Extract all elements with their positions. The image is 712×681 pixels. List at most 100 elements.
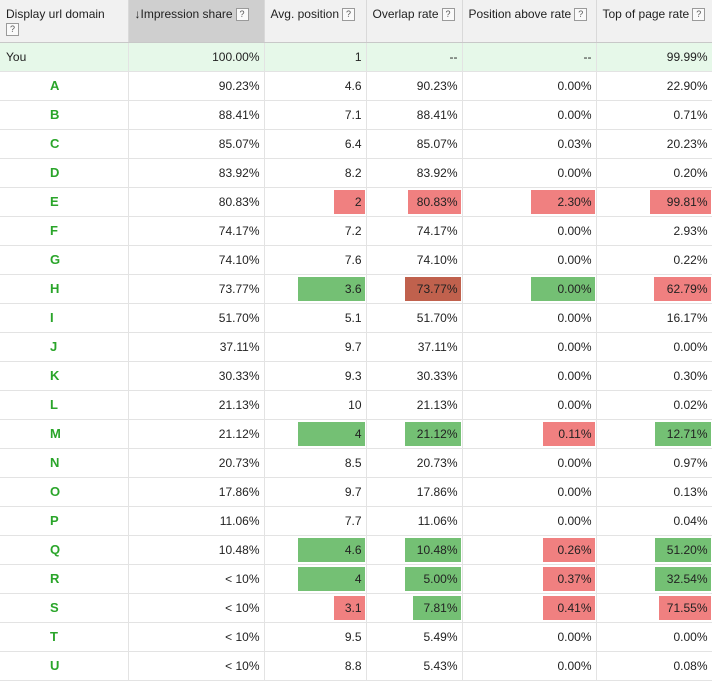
- cell-overlap: 51.70%: [366, 303, 463, 333]
- cell-value: 0.00%: [673, 339, 708, 354]
- cell-above: 2.30%: [462, 187, 597, 217]
- cell-overlap: 83.92%: [366, 158, 463, 188]
- cell-value: 83.92%: [218, 165, 260, 180]
- table-row: N 20.73% 8.5 20.73% 0.00% 0.97%: [0, 448, 712, 478]
- col-header-domain[interactable]: Display url domain?: [0, 0, 129, 43]
- cell-domain: I: [0, 303, 129, 333]
- cell-value: 22.90%: [666, 78, 708, 93]
- cell-above: 0.00%: [462, 448, 597, 478]
- cell-avg: 7.7: [264, 506, 367, 536]
- cell-impression: 30.33%: [128, 361, 265, 391]
- cell-impression: 37.11%: [128, 332, 265, 362]
- cell-domain: S: [0, 593, 129, 623]
- cell-value: 9.3: [344, 368, 362, 383]
- cell-domain: F: [0, 216, 129, 246]
- help-icon[interactable]: ?: [342, 8, 355, 21]
- cell-avg: 9.7: [264, 477, 367, 507]
- cell-avg: 8.5: [264, 448, 367, 478]
- cell-avg: 7.2: [264, 216, 367, 246]
- col-header-impression-share[interactable]: ↓Impression share?: [128, 0, 265, 43]
- cell-top: 51.20%: [596, 535, 712, 565]
- highlight-bar: [530, 189, 595, 214]
- col-label: Top of page rate: [602, 7, 690, 21]
- cell-above: 0.00%: [462, 390, 597, 420]
- cell-value: 0.00%: [557, 455, 592, 470]
- cell-value: 4: [354, 426, 362, 441]
- cell-value: 0.97%: [673, 455, 708, 470]
- cell-value: 5.43%: [423, 658, 458, 673]
- help-icon[interactable]: ?: [441, 8, 455, 21]
- cell-value: D: [50, 165, 60, 180]
- cell-value: 100.00%: [212, 49, 260, 64]
- cell-domain: A: [0, 71, 129, 101]
- help-icon[interactable]: ?: [6, 23, 19, 36]
- table-row: R < 10% 4 5.00% 0.37% 32.54%: [0, 564, 712, 594]
- highlight-bar: [297, 537, 365, 562]
- table-row: T < 10% 9.5 5.49% 0.00% 0.00%: [0, 622, 712, 652]
- cell-value: 8.5: [344, 455, 362, 470]
- cell-impression: 21.13%: [128, 390, 265, 420]
- cell-domain: T: [0, 622, 129, 652]
- table-row: G 74.10% 7.6 74.10% 0.00% 0.22%: [0, 245, 712, 275]
- cell-domain: M: [0, 419, 129, 449]
- cell-avg: 1: [264, 42, 367, 72]
- cell-top: 0.71%: [596, 100, 712, 130]
- cell-value: 20.73%: [416, 455, 458, 470]
- col-header-avg-position[interactable]: Avg. position?: [264, 0, 367, 43]
- highlight-bar: [654, 276, 711, 301]
- highlight-bar: [542, 537, 595, 562]
- help-icon[interactable]: ?: [692, 8, 706, 21]
- help-icon[interactable]: ?: [574, 8, 588, 21]
- cell-top: 0.02%: [596, 390, 712, 420]
- cell-value: U: [50, 658, 60, 673]
- cell-value: 0.00%: [557, 165, 592, 180]
- cell-value: 20.73%: [218, 455, 260, 470]
- cell-value: 4: [354, 571, 362, 586]
- help-icon[interactable]: ?: [235, 8, 249, 21]
- cell-domain: G: [0, 245, 129, 275]
- cell-domain: You: [0, 42, 129, 72]
- cell-value: 16.17%: [666, 310, 708, 325]
- cell-impression: 51.70%: [128, 303, 265, 333]
- cell-top: 0.30%: [596, 361, 712, 391]
- cell-above: 0.26%: [462, 535, 597, 565]
- cell-value: 7.1: [344, 107, 362, 122]
- table-row: F 74.17% 7.2 74.17% 0.00% 2.93%: [0, 216, 712, 246]
- cell-value: 71.55%: [666, 600, 708, 615]
- cell-above: 0.00%: [462, 71, 597, 101]
- cell-value: < 10%: [225, 571, 260, 586]
- cell-value: 9.7: [344, 339, 362, 354]
- cell-avg: 2: [264, 187, 367, 217]
- cell-value: 7.81%: [423, 600, 458, 615]
- cell-impression: 85.07%: [128, 129, 265, 159]
- highlight-bar: [655, 566, 711, 591]
- cell-value: A: [50, 78, 60, 93]
- col-header-position-above-rate[interactable]: Position above rate?: [462, 0, 597, 43]
- cell-value: 12.71%: [666, 426, 708, 441]
- col-label: Position above rate: [468, 7, 572, 21]
- highlight-bar: [413, 595, 461, 620]
- cell-above: 0.11%: [462, 419, 597, 449]
- col-header-top-of-page-rate[interactable]: Top of page rate?: [596, 0, 712, 43]
- cell-above: 0.00%: [462, 158, 597, 188]
- cell-top: 12.71%: [596, 419, 712, 449]
- cell-value: You: [6, 50, 27, 64]
- col-header-overlap-rate[interactable]: Overlap rate?: [366, 0, 463, 43]
- cell-impression: 73.77%: [128, 274, 265, 304]
- table-row: Q 10.48% 4.6 10.48% 0.26% 51.20%: [0, 535, 712, 565]
- table-row: L 21.13% 10 21.13% 0.00% 0.02%: [0, 390, 712, 420]
- cell-value: --: [583, 49, 592, 64]
- cell-value: G: [50, 252, 61, 267]
- cell-value: 20.23%: [666, 136, 708, 151]
- col-label: Overlap rate: [372, 7, 439, 21]
- cell-value: L: [50, 397, 58, 412]
- cell-overlap: 11.06%: [366, 506, 463, 536]
- cell-value: 0.22%: [673, 252, 708, 267]
- cell-above: 0.41%: [462, 593, 597, 623]
- cell-domain: J: [0, 332, 129, 362]
- cell-top: 32.54%: [596, 564, 712, 594]
- highlight-bar: [655, 421, 711, 446]
- highlight-bar: [542, 421, 595, 446]
- cell-avg: 7.1: [264, 100, 367, 130]
